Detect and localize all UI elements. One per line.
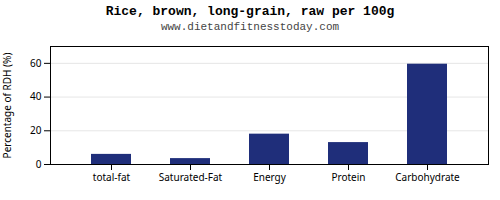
svg-text:60: 60 [30, 56, 42, 70]
html-text:www.dietandfitnesstoday.com: www.dietandfitnesstoday.com [160, 21, 340, 33]
svg-text:40: 40 [30, 89, 42, 103]
html-text:Rice, brown, long-grain, raw p: Rice, brown, long-grain, raw per 100g [105, 4, 395, 19]
svg-text:0: 0 [36, 157, 42, 171]
svg-text:Percentage of RDH (%): Percentage of RDH (%) [0, 53, 14, 159]
svg-text:20: 20 [30, 123, 42, 137]
svg-text:Saturated-Fat: Saturated-Fat [159, 170, 223, 184]
svg-text:Protein: Protein [331, 170, 365, 184]
svg-text:Energy: Energy [253, 170, 287, 184]
svg-text:Carbohydrate: Carbohydrate [395, 170, 460, 184]
svg-text:total-fat: total-fat [93, 170, 131, 184]
